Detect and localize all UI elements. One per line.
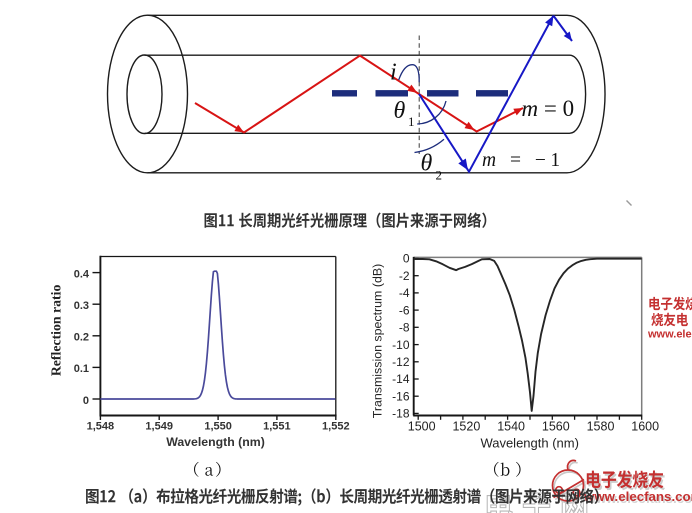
svg-text:0: 0 bbox=[403, 252, 410, 266]
svg-text:Wavelength (nm): Wavelength (nm) bbox=[166, 435, 265, 449]
svg-text:1,552: 1,552 bbox=[322, 421, 350, 433]
svg-text:1540: 1540 bbox=[497, 420, 525, 434]
svg-text:1,549: 1,549 bbox=[145, 421, 173, 433]
svg-text:θ: θ bbox=[394, 98, 406, 124]
svg-text:1500: 1500 bbox=[408, 420, 436, 434]
svg-text:m = 0: m = 0 bbox=[522, 96, 575, 121]
svg-text:1600: 1600 bbox=[631, 420, 659, 434]
svg-text:1,548: 1,548 bbox=[87, 421, 115, 433]
svg-text:-8: -8 bbox=[399, 321, 410, 335]
svg-text:1: 1 bbox=[408, 114, 415, 129]
svg-text:θ: θ bbox=[421, 151, 433, 177]
svg-text:0.1: 0.1 bbox=[74, 363, 89, 375]
svg-text:m = −1: m = −1 bbox=[482, 150, 565, 171]
svg-text:Transmission spectrum (dB): Transmission spectrum (dB) bbox=[371, 264, 385, 418]
svg-text:1,550: 1,550 bbox=[204, 421, 232, 433]
svg-text:-4: -4 bbox=[399, 286, 410, 300]
svg-text:0.2: 0.2 bbox=[74, 332, 89, 344]
svg-text:1580: 1580 bbox=[587, 420, 615, 434]
svg-text:i: i bbox=[390, 60, 397, 86]
svg-text:Wavelength (nm): Wavelength (nm) bbox=[480, 436, 579, 451]
svg-text:1,551: 1,551 bbox=[263, 421, 291, 433]
svg-text:-14: -14 bbox=[392, 372, 410, 386]
svg-text:Reflection ratio: Reflection ratio bbox=[49, 285, 64, 377]
svg-text:1520: 1520 bbox=[452, 420, 480, 434]
svg-text:www.elecfans.com: www.elecfans.com bbox=[585, 491, 692, 506]
svg-text:www.elecfans.com: www.elecfans.com bbox=[583, 489, 692, 504]
svg-text:www.elecfans.com: www.elecfans.com bbox=[647, 329, 692, 341]
svg-text:-10: -10 bbox=[392, 338, 410, 352]
svg-text:-18: -18 bbox=[392, 407, 410, 421]
svg-text:-6: -6 bbox=[399, 303, 410, 317]
svg-text:-2: -2 bbox=[399, 269, 410, 283]
svg-text:-12: -12 bbox=[392, 355, 410, 369]
svg-text:0: 0 bbox=[83, 395, 89, 407]
svg-text:0.3: 0.3 bbox=[74, 300, 89, 312]
svg-text:0.4: 0.4 bbox=[74, 268, 90, 280]
svg-text:-16: -16 bbox=[392, 389, 410, 403]
svg-text:1560: 1560 bbox=[542, 420, 570, 434]
svg-text:2: 2 bbox=[436, 168, 443, 183]
